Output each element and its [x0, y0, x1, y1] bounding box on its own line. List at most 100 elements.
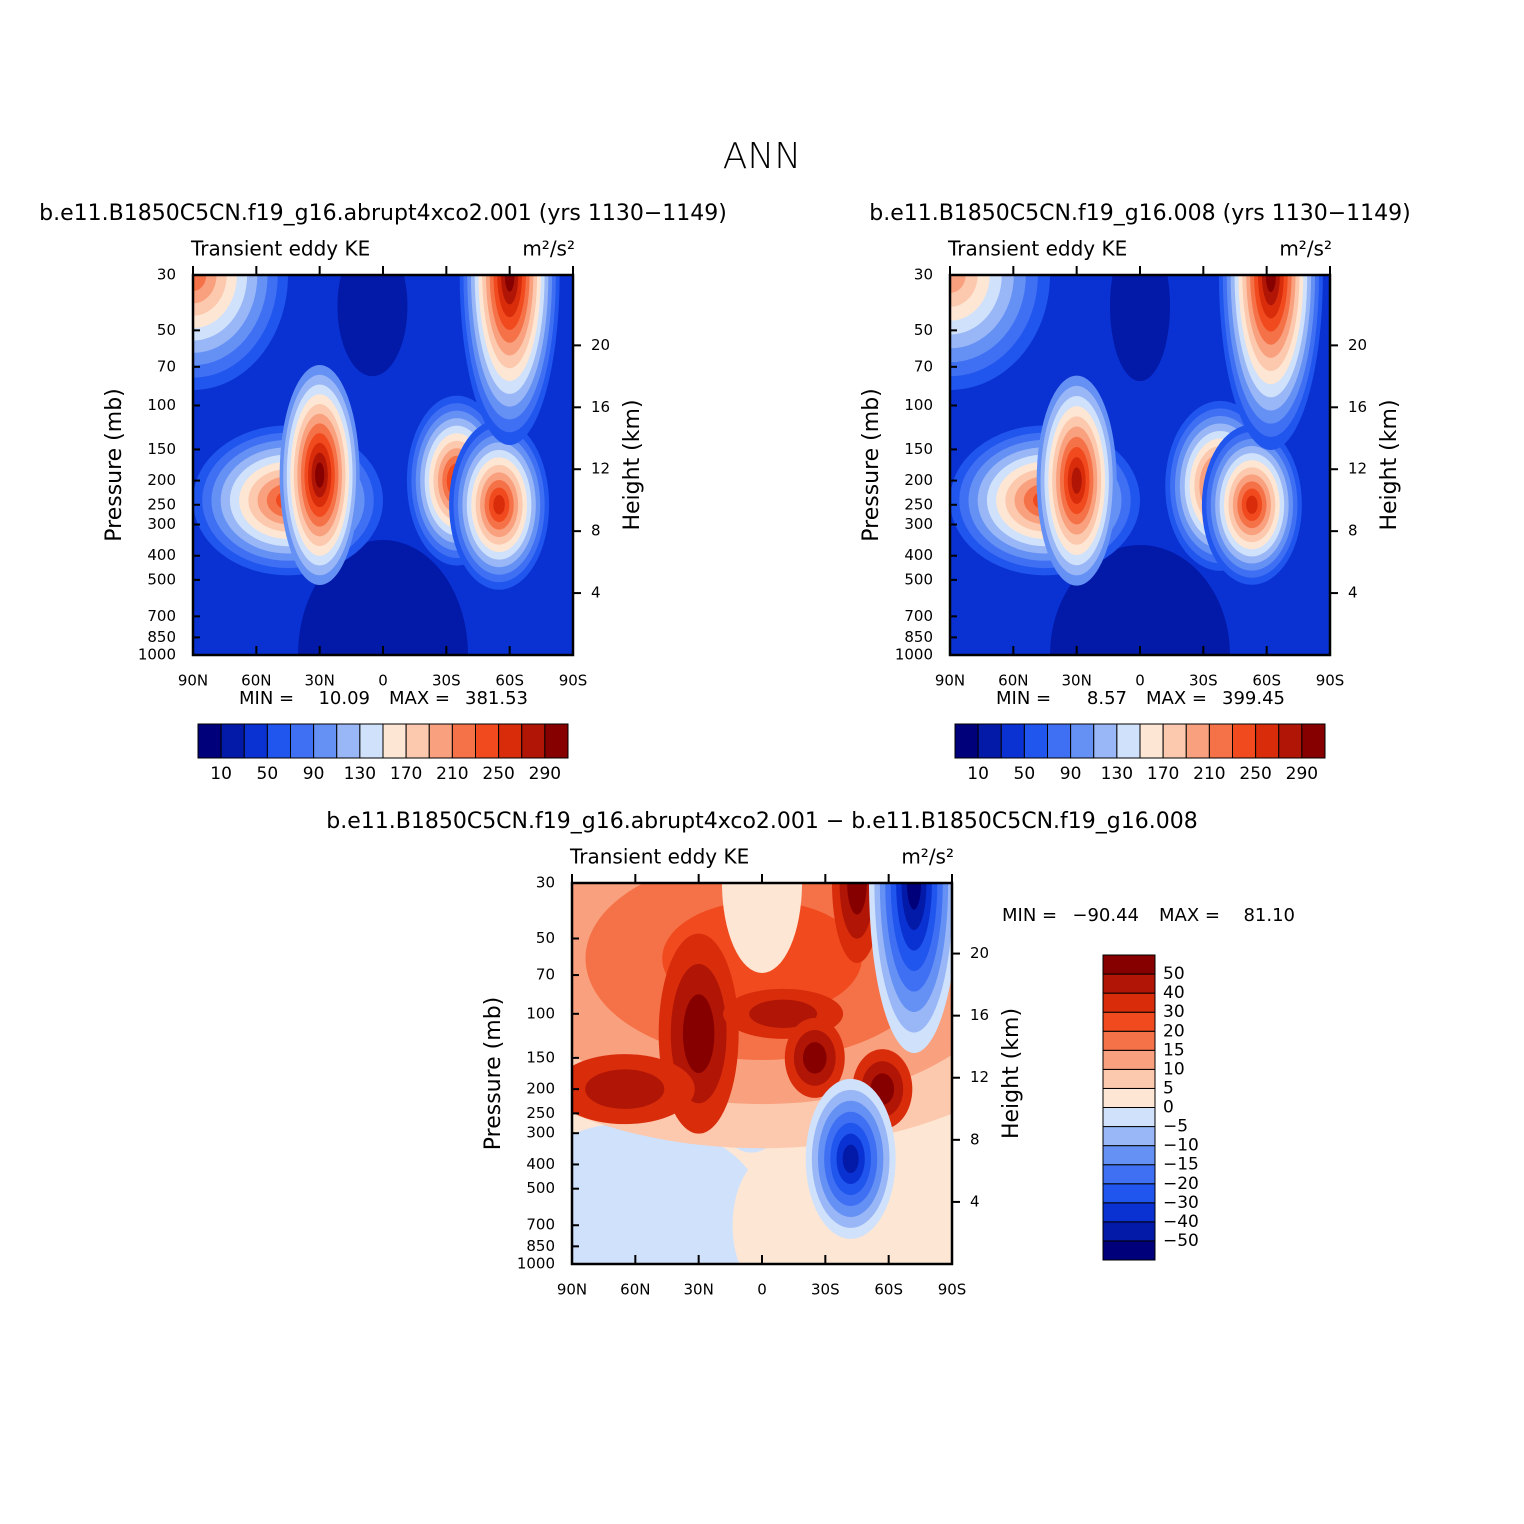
- y-tick-label: 500: [526, 1179, 555, 1197]
- colorbar-label: 170: [390, 764, 422, 784]
- y-tick-label: 70: [536, 966, 555, 984]
- x-tick-label: 30S: [432, 672, 461, 690]
- contour-fill: [585, 1069, 665, 1109]
- y2-tick-label: 8: [970, 1130, 980, 1148]
- stat-name: MAX =: [1159, 905, 1220, 926]
- colorbar-box: [1047, 723, 1072, 759]
- colorbar-box: [1102, 1107, 1156, 1128]
- y2-tick-label: 12: [591, 460, 610, 478]
- x-tick-label: 60N: [998, 672, 1028, 690]
- colorbar-label: 20: [1163, 1021, 1185, 1041]
- y2-tick-label: 4: [591, 584, 601, 602]
- colorbar-box: [266, 723, 291, 759]
- y-tick-label: 50: [536, 929, 555, 947]
- colorbar-box: [1102, 1030, 1156, 1051]
- contour-fill: [842, 1144, 859, 1174]
- contour-fill: [847, 883, 867, 915]
- y2-axis-label: Height (km): [999, 1008, 1024, 1139]
- contour-fill: [1110, 275, 1170, 382]
- contour-fill: [504, 275, 515, 292]
- colorbar-box: [475, 723, 500, 759]
- y-tick-label: 100: [147, 396, 176, 414]
- x-tick-label: 60S: [1252, 672, 1281, 690]
- y2-tick-label: 20: [1348, 336, 1367, 354]
- colorbar-label: 50: [1163, 964, 1185, 984]
- colorbar-box: [1102, 1068, 1156, 1089]
- colorbar-label: 5: [1163, 1078, 1174, 1098]
- y2-tick-label: 8: [1348, 522, 1358, 540]
- y-tick-label: 150: [147, 440, 176, 458]
- colorbar-box: [954, 723, 979, 759]
- colorbar-box: [243, 723, 268, 759]
- colorbar-label: 130: [1101, 764, 1133, 784]
- colorbar-label: −20: [1163, 1174, 1199, 1194]
- colorbar-box: [313, 723, 338, 759]
- y-tick-label: 250: [526, 1104, 555, 1122]
- stat-name: MIN =: [996, 688, 1051, 709]
- right-string: m²/s²: [522, 237, 575, 261]
- colorbar-box: [521, 723, 546, 759]
- panel-title: b.e11.B1850C5CN.f19_g16.008 (yrs 1130−11…: [869, 201, 1411, 226]
- stat-name: MIN =: [239, 688, 294, 709]
- colorbar-box: [1102, 1126, 1156, 1147]
- colorbar-box: [220, 723, 245, 759]
- x-tick-label: 60S: [495, 672, 524, 690]
- colorbar-box: [1093, 723, 1118, 759]
- y-tick-label: 70: [157, 357, 176, 375]
- y-tick-label: 100: [904, 396, 933, 414]
- y-tick-label: 700: [526, 1216, 555, 1234]
- y-tick-label: 1000: [517, 1255, 555, 1273]
- y-tick-label: 50: [157, 321, 176, 339]
- contour-fill: [1071, 467, 1082, 494]
- x-tick-label: 30N: [684, 1281, 714, 1299]
- left-string: Transient eddy KE: [190, 237, 370, 261]
- colorbar-box: [1255, 723, 1280, 759]
- colorbar-box: [1000, 723, 1025, 759]
- colorbar-label: 50: [1014, 764, 1036, 784]
- figure-title: ANN: [723, 136, 802, 177]
- y-tick-label: 400: [147, 546, 176, 564]
- contour-fill: [906, 883, 922, 910]
- stat-name: MIN =: [1002, 905, 1057, 926]
- colorbar-box: [428, 723, 453, 759]
- contour-fill: [732, 1155, 813, 1264]
- x-tick-label: 90S: [938, 1281, 967, 1299]
- colorbar-box: [1102, 954, 1156, 975]
- colorbar-box: [1102, 973, 1156, 994]
- stat-value: 381.53: [465, 688, 528, 709]
- contour-field: [193, 275, 573, 655]
- colorbar-box: [1185, 723, 1210, 759]
- x-tick-label: 90N: [178, 672, 208, 690]
- colorbar-label: 40: [1163, 983, 1185, 1003]
- x-tick-label: 60N: [241, 672, 271, 690]
- colorbar-box: [197, 723, 222, 759]
- colorbar-label: 250: [1239, 764, 1271, 784]
- x-tick-label: 60N: [620, 1281, 650, 1299]
- colorbar-box: [1232, 723, 1257, 759]
- stat-value: 399.45: [1222, 688, 1285, 709]
- colorbar-label: 50: [257, 764, 279, 784]
- colorbar-box: [1102, 1240, 1156, 1261]
- y-tick-label: 300: [904, 515, 933, 533]
- y2-tick-label: 20: [591, 336, 610, 354]
- stat-value: 10.09: [318, 688, 370, 709]
- colorbar-label: 30: [1163, 1002, 1185, 1022]
- x-tick-label: 90S: [1316, 672, 1345, 690]
- y2-tick-label: 12: [970, 1068, 989, 1086]
- colorbar-label: 130: [344, 764, 376, 784]
- colorbar-box: [544, 723, 569, 759]
- y-tick-label: 250: [147, 495, 176, 513]
- colorbar-box: [405, 723, 430, 759]
- colorbar-box: [498, 723, 523, 759]
- y-tick-label: 400: [526, 1155, 555, 1173]
- y2-tick-label: 16: [1348, 398, 1367, 416]
- y-tick-label: 150: [526, 1048, 555, 1066]
- colorbar-label: −50: [1163, 1231, 1199, 1251]
- colorbar-box: [1139, 723, 1164, 759]
- y-tick-label: 500: [904, 570, 933, 588]
- contour-fill: [802, 1042, 827, 1074]
- y-tick-label: 700: [904, 607, 933, 625]
- colorbar-box: [1102, 1183, 1156, 1204]
- stat-value: 81.10: [1243, 905, 1295, 926]
- colorbar-box: [1301, 723, 1326, 759]
